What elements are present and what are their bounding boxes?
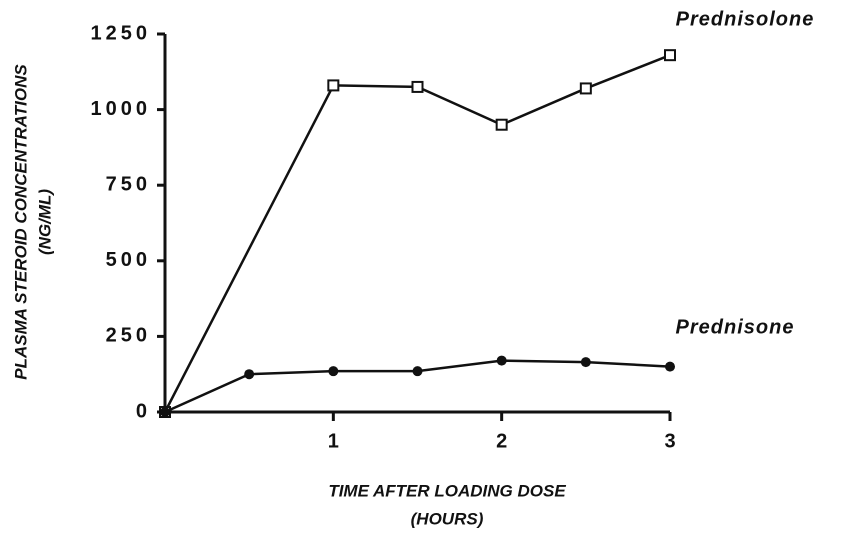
y-tick-label: 0 [136, 400, 151, 422]
point [580, 357, 591, 368]
series-line [163, 54, 671, 413]
y-axis-title: PLASMA STEROID CONCENTRATIONS [11, 64, 30, 380]
point [495, 118, 508, 131]
x-axis-title: TIME AFTER LOADING DOSE [328, 481, 566, 500]
point [412, 366, 423, 377]
series-label: Prednisolone [676, 8, 815, 30]
y-axis-title: (NG/ML) [35, 189, 54, 255]
x-tick-label: 1 [328, 430, 343, 452]
point [244, 369, 255, 380]
point [665, 361, 675, 372]
point [579, 82, 592, 95]
x-tick-label: 2 [496, 430, 511, 452]
point [328, 366, 339, 377]
y-tick-label: 500 [106, 249, 151, 271]
y-tick-label: 750 [106, 173, 151, 195]
point [411, 80, 424, 93]
point [496, 355, 507, 366]
y-tick-label: 250 [106, 325, 151, 347]
point [327, 79, 340, 92]
x-axis-title: (HOURS) [411, 509, 484, 528]
y-tick-label: 1000 [91, 98, 152, 120]
point [160, 407, 170, 417]
point [664, 49, 676, 62]
x-tick-label: 3 [664, 430, 679, 452]
series-label: Prednisone [676, 316, 795, 338]
y-tick-label: 1250 [91, 22, 152, 44]
